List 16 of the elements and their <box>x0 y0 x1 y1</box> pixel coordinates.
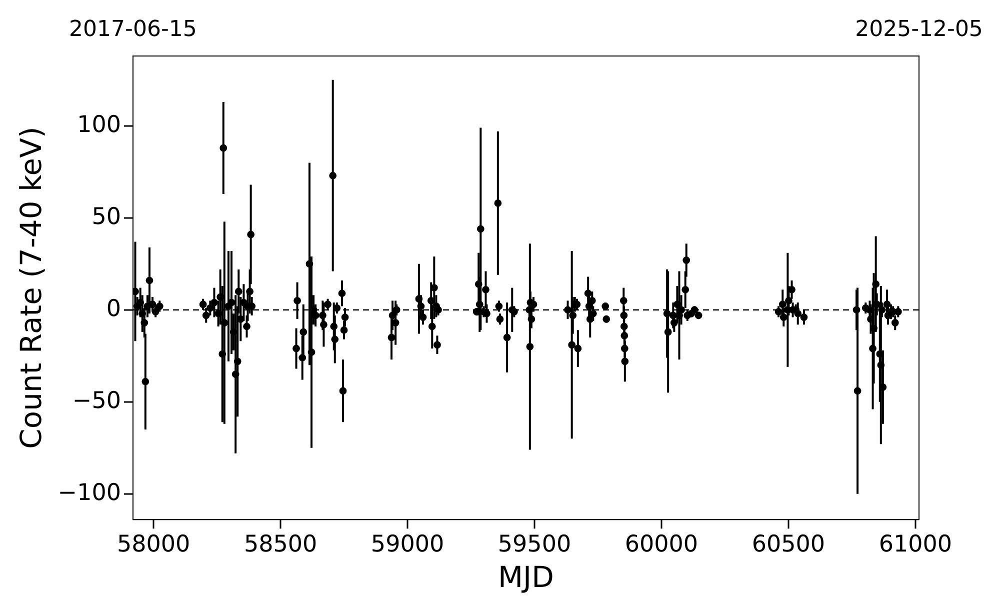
x-tick-label: 61000 <box>878 531 952 558</box>
y-tick-label: 50 <box>92 204 121 230</box>
x-axis-title: MJD <box>498 560 554 594</box>
x-tick-label: 58500 <box>244 531 318 558</box>
y-tick-label: −100 <box>58 480 121 506</box>
x-tick-label: 59500 <box>498 531 572 558</box>
x-tick-label: 60000 <box>624 531 698 558</box>
x-tick-label: 60500 <box>752 531 826 558</box>
y-tick-label: 100 <box>77 112 121 138</box>
text: 2025-12-05 <box>855 17 983 42</box>
y-axis-title: Count Rate (7-40 keV) <box>14 126 48 449</box>
x-tick-label: 58000 <box>116 531 190 558</box>
x-tick-label: 59000 <box>370 531 444 558</box>
y-tick-label: −50 <box>72 388 121 414</box>
text: 2017-06-15 <box>69 17 197 42</box>
y-tick-label: 0 <box>106 296 121 322</box>
